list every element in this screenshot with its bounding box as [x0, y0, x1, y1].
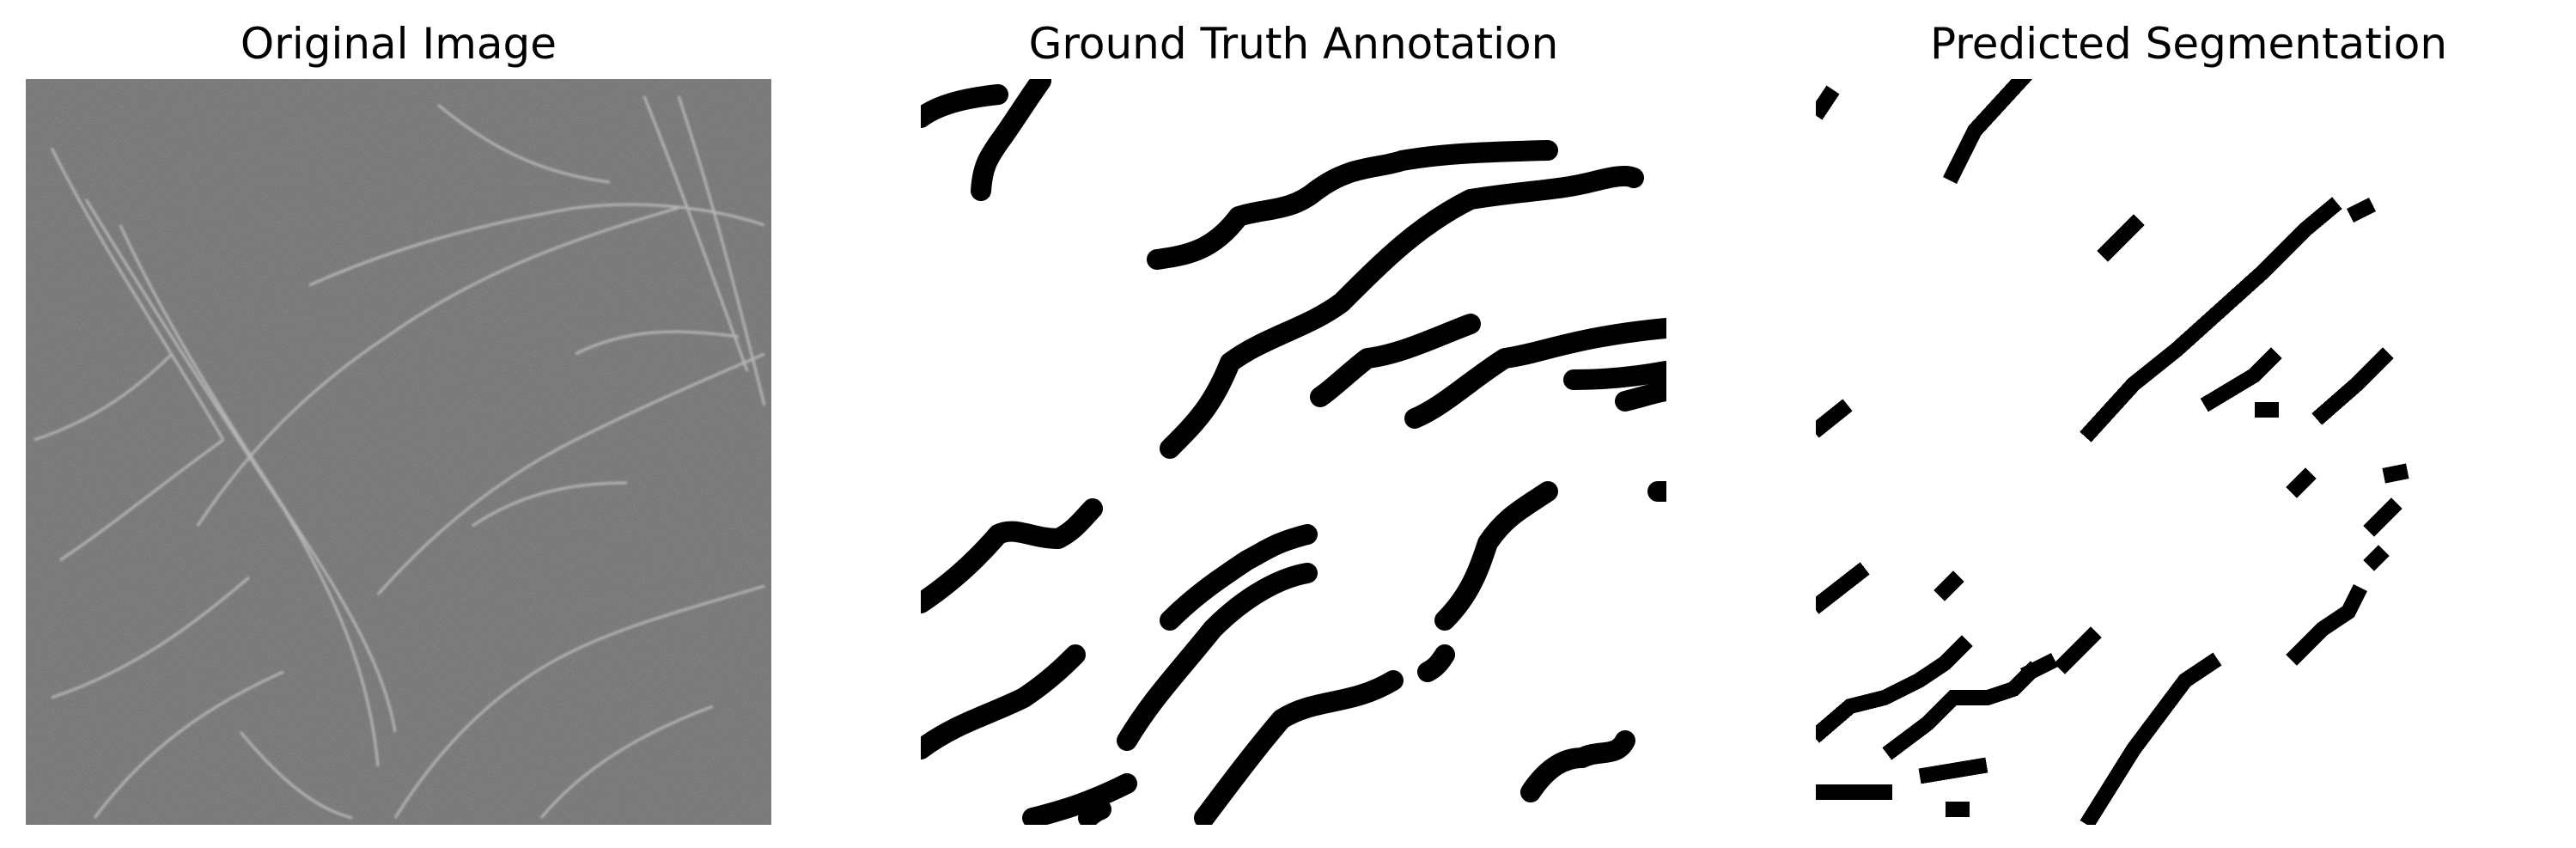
panel-title-original: Original Image — [240, 19, 557, 69]
pred-segment-13 — [1816, 562, 1870, 614]
gt-crack-8 — [1563, 361, 1666, 390]
pred-segment-11 — [2363, 497, 2402, 537]
pred-segment-18 — [1882, 661, 2042, 760]
crack-texture — [33, 95, 766, 820]
pred-segment-2 — [1942, 79, 2033, 185]
pred-segment-9 — [1816, 399, 1853, 438]
gt-crack-16 — [1194, 670, 1404, 825]
gt-crack-6 — [1310, 314, 1481, 407]
gt-crack-19 — [1078, 799, 1111, 825]
predicted-mask — [1816, 79, 2561, 825]
original-image-canvas — [26, 79, 771, 825]
gt-crack-13 — [1117, 563, 1318, 751]
panel-title-predicted: Predicted Segmentation — [1929, 19, 2448, 69]
pred-segment-16 — [2286, 583, 2368, 666]
gt-crack-18 — [1520, 730, 1635, 802]
ground-truth-canvas — [921, 79, 1666, 825]
pred-segment-5 — [2346, 197, 2377, 223]
gt-crack-4 — [1147, 140, 1558, 270]
pred-segment-6 — [2200, 347, 2282, 412]
pred-segment-12 — [2382, 463, 2409, 484]
panel-predicted-segmentation: Predicted Segmentation — [1816, 0, 2561, 848]
gt-crack-11 — [921, 644, 1086, 760]
panel-original-image: Original Image — [26, 0, 771, 848]
pred-segment-7 — [2311, 347, 2394, 425]
panel-title-ground-truth: Ground Truth Annotation — [1028, 19, 1559, 69]
pred-segment-23 — [1918, 757, 1988, 784]
gt-crack-5 — [1160, 165, 1644, 459]
pred-segment-21 — [2080, 652, 2222, 825]
gt-crack-7 — [1404, 318, 1666, 429]
pred-segment-17 — [1816, 635, 1973, 743]
gt-crack-10 — [921, 498, 1103, 613]
gt-crack-9 — [1615, 381, 1666, 412]
pred-segment-3 — [2097, 214, 2145, 262]
gt-crack-1 — [921, 84, 1008, 128]
gt-crack-14 — [1434, 481, 1558, 631]
gt-crack-15 — [1022, 773, 1137, 825]
pred-segment-15 — [2363, 545, 2390, 571]
original-image — [26, 79, 771, 825]
gt-crack-12 — [1160, 524, 1318, 631]
pred-segment-4 — [2080, 197, 2342, 442]
ground-truth-mask — [921, 79, 1666, 825]
gt-crack-3 — [971, 79, 1051, 201]
predicted-canvas — [1816, 79, 2409, 825]
pred-segment-20 — [2054, 626, 2102, 674]
pred-segment-1 — [1816, 85, 1840, 120]
pred-segment-14 — [1934, 570, 1964, 601]
pred-segment-10 — [2286, 467, 2317, 498]
panel-ground-truth: Ground Truth Annotation — [921, 0, 1666, 848]
gt-crack-17 — [1417, 644, 1455, 682]
pred-segment-19 — [2019, 652, 2059, 683]
